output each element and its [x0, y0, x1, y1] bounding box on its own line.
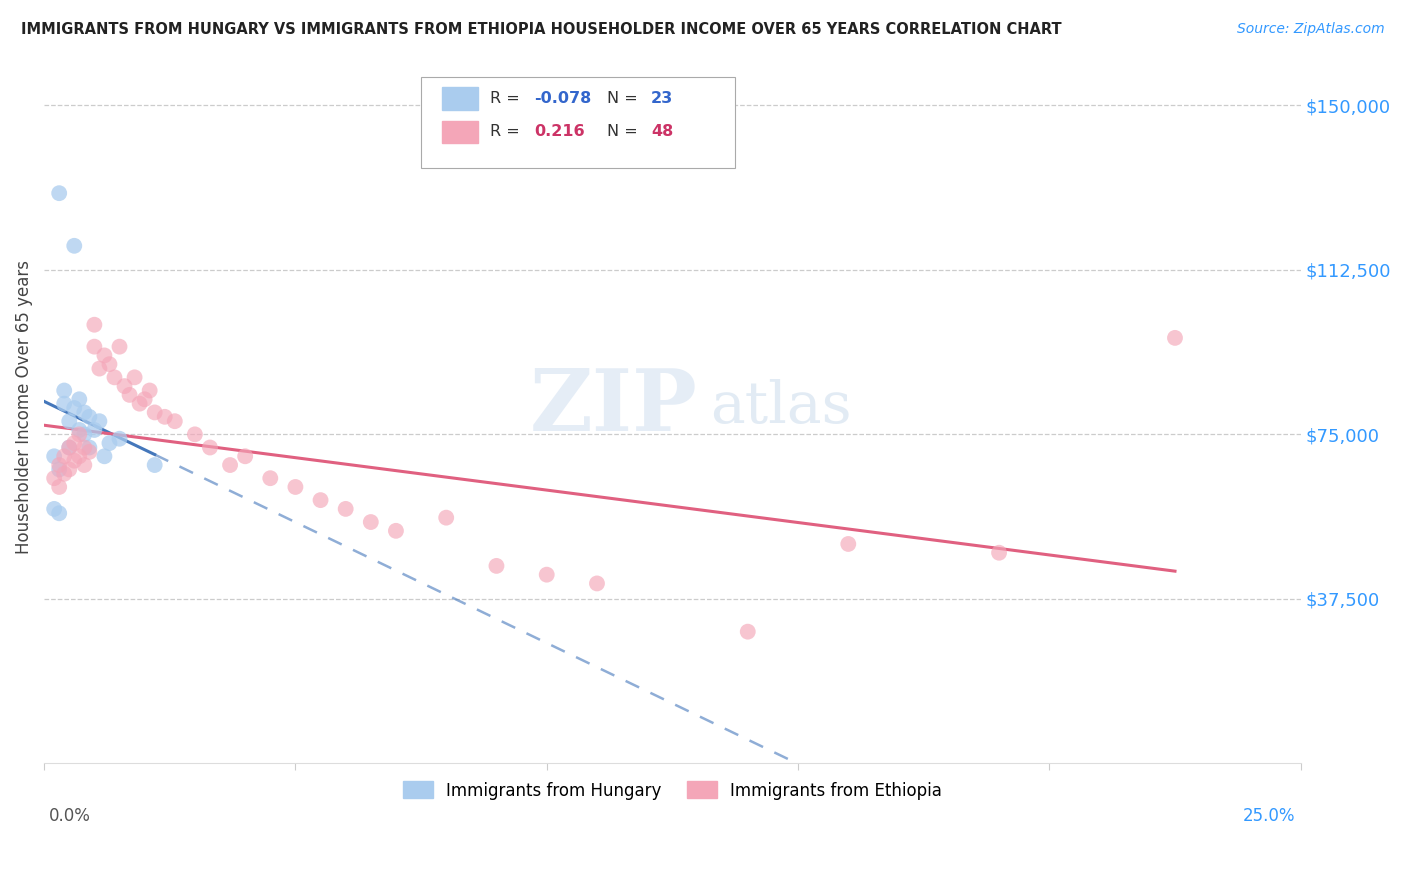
Legend: Immigrants from Hungary, Immigrants from Ethiopia: Immigrants from Hungary, Immigrants from… — [396, 774, 949, 806]
Point — [198, 441, 221, 455]
FancyBboxPatch shape — [420, 77, 735, 169]
Point — [219, 458, 242, 472]
Point — [44, 450, 66, 464]
Point — [737, 624, 759, 639]
Point — [536, 567, 558, 582]
Point — [79, 445, 101, 459]
Point — [44, 502, 66, 516]
Text: R =: R = — [491, 91, 524, 106]
Point — [434, 510, 457, 524]
Point — [83, 423, 105, 437]
Point — [309, 493, 332, 508]
Point — [485, 558, 508, 573]
Point — [153, 409, 176, 424]
Point — [385, 524, 408, 538]
Point — [89, 414, 111, 428]
Point — [184, 427, 207, 442]
Point — [138, 384, 160, 398]
Point — [58, 441, 80, 455]
Point — [44, 471, 66, 485]
Point — [586, 576, 609, 591]
Text: 23: 23 — [651, 91, 673, 106]
Point — [93, 348, 115, 362]
Point — [58, 462, 80, 476]
Text: N =: N = — [607, 91, 643, 106]
Point — [67, 450, 90, 464]
Text: ZIP: ZIP — [530, 365, 697, 449]
Point — [98, 436, 121, 450]
Point — [89, 361, 111, 376]
Point — [73, 405, 96, 419]
Point — [124, 370, 146, 384]
Point — [103, 370, 125, 384]
Point — [259, 471, 281, 485]
Point — [53, 467, 76, 481]
Text: 48: 48 — [651, 124, 673, 139]
Point — [233, 450, 256, 464]
Text: 0.216: 0.216 — [534, 124, 585, 139]
Point — [63, 453, 86, 467]
Point — [360, 515, 382, 529]
Point — [118, 388, 141, 402]
Y-axis label: Householder Income Over 65 years: Householder Income Over 65 years — [15, 260, 32, 554]
Text: 0.0%: 0.0% — [49, 807, 91, 825]
Point — [114, 379, 136, 393]
Bar — [443, 120, 478, 144]
Bar — [443, 87, 478, 110]
Point — [53, 397, 76, 411]
Point — [67, 427, 90, 442]
Point — [988, 546, 1011, 560]
Point — [128, 397, 150, 411]
Point — [53, 450, 76, 464]
Point — [67, 392, 90, 407]
Text: Source: ZipAtlas.com: Source: ZipAtlas.com — [1237, 22, 1385, 37]
Point — [58, 441, 80, 455]
Point — [335, 502, 357, 516]
Point — [48, 458, 70, 472]
Point — [48, 480, 70, 494]
Point — [58, 414, 80, 428]
Text: atlas: atlas — [710, 379, 852, 435]
Point — [837, 537, 859, 551]
Point — [143, 458, 166, 472]
Point — [83, 318, 105, 332]
Point — [79, 409, 101, 424]
Point — [73, 427, 96, 442]
Point — [63, 239, 86, 253]
Text: IMMIGRANTS FROM HUNGARY VS IMMIGRANTS FROM ETHIOPIA HOUSEHOLDER INCOME OVER 65 Y: IMMIGRANTS FROM HUNGARY VS IMMIGRANTS FR… — [21, 22, 1062, 37]
Point — [48, 506, 70, 520]
Text: R =: R = — [491, 124, 524, 139]
Point — [98, 357, 121, 371]
Text: -0.078: -0.078 — [534, 91, 592, 106]
Point — [53, 384, 76, 398]
Point — [73, 458, 96, 472]
Point — [108, 432, 131, 446]
Point — [284, 480, 307, 494]
Point — [163, 414, 186, 428]
Point — [48, 462, 70, 476]
Point — [108, 340, 131, 354]
Point — [48, 186, 70, 201]
Text: 25.0%: 25.0% — [1243, 807, 1295, 825]
Point — [79, 441, 101, 455]
Point — [67, 423, 90, 437]
Point — [134, 392, 156, 407]
Text: N =: N = — [607, 124, 643, 139]
Point — [63, 401, 86, 415]
Point — [83, 340, 105, 354]
Point — [93, 450, 115, 464]
Point — [143, 405, 166, 419]
Point — [73, 441, 96, 455]
Point — [63, 436, 86, 450]
Point — [1164, 331, 1187, 345]
